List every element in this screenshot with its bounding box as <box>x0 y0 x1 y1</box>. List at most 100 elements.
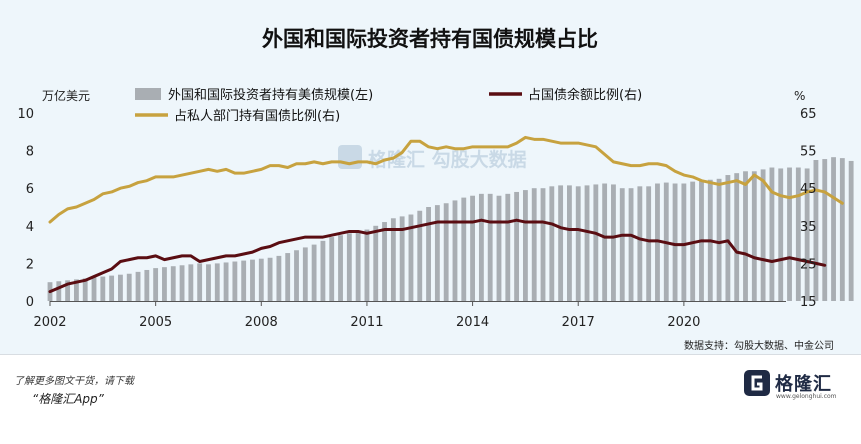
holding-bar <box>294 250 299 301</box>
holding-bar <box>109 275 115 301</box>
x-axis-tick-label: 2008 <box>245 315 278 330</box>
holding-bar <box>470 195 475 301</box>
holding-bar <box>522 190 528 301</box>
holding-bar <box>408 214 414 301</box>
holding-bar <box>778 168 784 301</box>
brand-logo: 格隆汇 www.gelonghui.com <box>744 366 854 406</box>
footer-divider <box>0 354 861 355</box>
right-axis-tick-label: 25 <box>800 257 817 272</box>
holding-bar <box>575 186 581 301</box>
holding-bar <box>426 207 431 301</box>
holding-bar <box>443 203 449 301</box>
holding-bar <box>65 280 71 301</box>
watermark-text: 格隆汇 勾股大数据 <box>368 148 527 171</box>
legend-item-ratio: 占国债余额比例(右) <box>528 87 642 103</box>
holding-bar <box>540 188 546 301</box>
holding-bar <box>584 185 590 301</box>
holding-bar <box>487 193 493 301</box>
left-axis-unit: 万亿美元 <box>42 88 90 103</box>
holding-bar <box>787 167 792 301</box>
holding-bar <box>329 237 335 301</box>
download-prompt: 了解更多图文干货，请下载 <box>14 376 134 387</box>
holding-bar <box>311 244 317 301</box>
holding-bar <box>514 191 520 301</box>
holding-bar <box>558 185 564 301</box>
holding-bar <box>276 255 282 301</box>
left-axis-tick-label: 6 <box>26 182 34 197</box>
left-axis-tick-label: 10 <box>17 107 34 122</box>
holding-bar <box>602 183 608 301</box>
holding-bar <box>100 276 106 301</box>
legend: 外国和国际投资者持有美债规模(左) 占国债余额比例(右) 占私人部门持有国债比例… <box>135 87 642 124</box>
holding-bar <box>258 258 264 301</box>
holding-bar <box>549 186 555 301</box>
holding-bar <box>118 274 123 301</box>
right-axis-tick-label: 35 <box>800 220 817 235</box>
ratio-private-line <box>48 135 844 224</box>
left-axis-tick-label: 0 <box>26 295 34 310</box>
holding-bar <box>197 263 203 301</box>
holding-bar <box>214 263 220 301</box>
x-axis-tick-label: 2002 <box>33 315 66 330</box>
left-axis-tick-label: 8 <box>26 145 34 160</box>
x-axis-tick-label: 2017 <box>562 315 595 330</box>
holding-bar <box>188 264 194 301</box>
holding-bar <box>355 231 361 301</box>
left-axis-tick-label: 4 <box>26 220 34 235</box>
right-axis-tick-label: 65 <box>800 107 817 122</box>
holding-bar <box>56 281 62 301</box>
x-axis-tick-label: 2014 <box>456 315 489 330</box>
app-name: “格隆汇App” <box>32 392 104 406</box>
holding-bar <box>637 186 643 301</box>
holding-bar <box>162 267 167 301</box>
holding-bar <box>232 261 238 301</box>
x-axis-tick-label: 2011 <box>350 315 383 330</box>
holding-bar <box>364 229 370 301</box>
holding-bar <box>716 178 722 301</box>
holding-bar <box>153 268 159 301</box>
x-axis-tick-label: 2005 <box>139 315 172 330</box>
holding-bar <box>417 210 423 301</box>
holding-bar <box>434 205 440 301</box>
holding-bar <box>646 186 652 301</box>
watermark-logo-icon <box>338 145 362 169</box>
holding-bar <box>478 193 484 301</box>
holding-bar <box>751 171 757 301</box>
brand-domain: www.gelonghui.com <box>776 393 837 400</box>
right-axis-tick-label: 15 <box>800 295 817 310</box>
chart-area: 外国和国际投资者持有国债规模占比 万亿美元 % 格隆汇 勾股大数据 0 2 4 6 8 1… <box>0 0 861 355</box>
right-axis-tick-label: 45 <box>800 182 817 197</box>
holding-bar <box>91 277 97 301</box>
holding-bar <box>135 271 141 301</box>
holding-bar <box>839 158 845 301</box>
holding-bar <box>320 240 326 301</box>
holding-bar <box>769 167 775 301</box>
holding-bar <box>206 264 211 301</box>
holding-bar <box>743 171 748 301</box>
holding-bar <box>373 225 379 301</box>
holding-bar <box>82 278 88 301</box>
holding-bar <box>734 173 740 301</box>
holding-bar <box>804 168 810 301</box>
holding-bar <box>531 188 537 301</box>
legend-item-private: 占私人部门持有国债比例(右) <box>174 109 340 124</box>
holding-bar <box>725 175 731 301</box>
holding-bar <box>628 188 634 301</box>
holding-bar <box>760 169 766 301</box>
holding-bar <box>461 197 467 301</box>
holding-bar <box>505 193 511 301</box>
holding-bar <box>496 195 502 301</box>
right-axis-tick-label: 55 <box>800 145 817 160</box>
right-axis-unit: % <box>794 89 805 103</box>
holding-bar <box>452 200 458 301</box>
brand-name: 格隆汇 <box>775 374 832 395</box>
holding-bar <box>302 247 308 301</box>
holding-bar <box>795 167 801 301</box>
holding-bar <box>831 157 836 301</box>
holding-bar <box>567 185 572 301</box>
holding-bar <box>285 253 291 301</box>
holding-bar <box>399 216 405 301</box>
holding-bar <box>346 233 352 301</box>
holding-bar <box>382 222 387 301</box>
